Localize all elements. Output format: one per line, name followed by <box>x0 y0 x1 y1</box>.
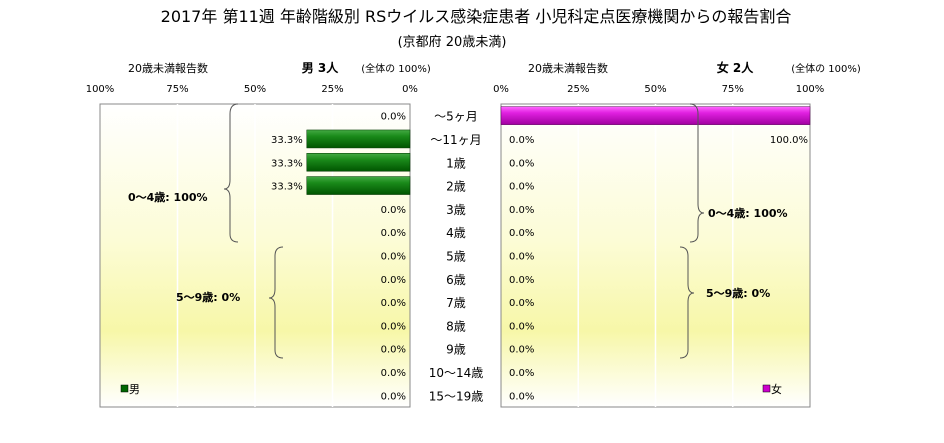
female-brace-0-4 <box>689 103 705 243</box>
male-value-label: 0.0% <box>381 298 406 309</box>
male-x-tick: 25% <box>321 84 343 95</box>
male-value-label: 0.0% <box>381 275 406 286</box>
female-value-label: 0.0% <box>509 135 534 146</box>
male-bar <box>306 176 411 195</box>
male-value-label: 0.0% <box>381 321 406 332</box>
age-category-label: ～11ヶ月 <box>430 133 481 147</box>
male-brace-5-9 <box>268 246 284 359</box>
male-value-label: 0.0% <box>381 112 406 123</box>
age-category-label: 6歳 <box>446 273 466 287</box>
male-value-labels: 0.0% 33.3% 33.3% 33.3% 0.0% 0.0% 0.0% 0.0% 0.0% 0… <box>271 112 406 403</box>
female-legend-label: 女 <box>771 382 782 396</box>
female-header-left: 20歳未満報告数 <box>528 62 608 75</box>
female-header-count: 女 2人 <box>717 60 755 75</box>
age-category-label: 8歳 <box>446 319 466 333</box>
female-bars <box>500 106 811 125</box>
male-bar <box>306 129 411 149</box>
male-x-tick: 75% <box>166 84 188 95</box>
male-legend-label: 男 <box>129 383 140 396</box>
female-x-tick: 25% <box>567 84 589 95</box>
male-brace-0-4 <box>223 103 239 243</box>
female-x-tick: 100% <box>796 84 825 95</box>
age-category-labels: ～5ヶ月 ～11ヶ月 1歳 2歳 3歳 4歳 5歳 6歳 7歳 8歳 9歳 10～14歳 15～19歳 <box>429 110 484 404</box>
male-value-label: 0.0% <box>381 368 406 379</box>
chart-title: 2017年 第11週 年齢階級別 RSウイルス感染症患者 小児科定点医療機関から… <box>161 7 792 26</box>
female-value-label: 0.0% <box>509 321 534 332</box>
male-x-tick-labels: 100% 75% 50% 25% 0% <box>86 84 418 95</box>
male-header-scale: (全体の 100%) <box>361 62 431 75</box>
female-x-tick: 75% <box>722 84 744 95</box>
male-group-label-0-4: 0～4歳: 100% <box>128 190 208 204</box>
age-category-label: 2歳 <box>446 180 466 194</box>
female-value-label: 0.0% <box>509 298 534 309</box>
male-x-tick: 100% <box>86 84 115 95</box>
female-legend-swatch <box>762 384 771 393</box>
female-value-label: 0.0% <box>509 228 534 239</box>
age-category-label: 3歳 <box>446 203 466 217</box>
male-value-label: 0.0% <box>381 228 406 239</box>
chart-subtitle: (京都府 20歳未満) <box>398 35 507 50</box>
male-value-label: 0.0% <box>381 205 406 216</box>
male-bar <box>306 153 411 172</box>
male-value-label: 33.3% <box>271 158 303 169</box>
female-value-label: 0.0% <box>509 158 534 169</box>
male-x-tick: 0% <box>402 84 418 95</box>
male-value-label: 0.0% <box>381 345 406 356</box>
age-category-label: ～5ヶ月 <box>434 110 478 124</box>
female-x-tick: 50% <box>644 84 666 95</box>
female-group-label-5-9: 5～9歳: 0% <box>706 286 770 300</box>
male-header-count: 男 3人 <box>302 60 340 75</box>
female-value-label: 100.0% <box>770 135 808 146</box>
age-category-label: 4歳 <box>446 226 466 240</box>
female-value-labels: 100.0% 0.0% 0.0% 0.0% 0.0% 0.0% 0.0% 0.0% 0.0% 0.… <box>509 135 808 402</box>
male-group-label-5-9: 5～9歳: 0% <box>176 290 240 304</box>
female-value-label: 0.0% <box>509 391 534 402</box>
female-value-label: 0.0% <box>509 182 534 193</box>
age-category-label: 7歳 <box>446 296 466 310</box>
female-x-tick-labels: 0% 25% 50% 75% 100% <box>493 84 824 95</box>
female-bar <box>500 106 811 125</box>
age-category-label: 15～19歳 <box>429 389 484 403</box>
female-value-label: 0.0% <box>509 251 534 262</box>
female-value-label: 0.0% <box>509 275 534 286</box>
female-x-tick: 0% <box>493 84 509 95</box>
age-category-label: 10～14歳 <box>429 366 484 380</box>
female-brace-5-9 <box>679 246 695 359</box>
male-legend-swatch <box>120 384 129 393</box>
male-x-tick: 50% <box>244 84 266 95</box>
female-group-label-0-4: 0～4歳: 100% <box>708 206 788 220</box>
age-category-label: 1歳 <box>446 156 466 170</box>
male-header-left: 20歳未満報告数 <box>128 62 208 75</box>
female-gridlines <box>577 104 734 407</box>
male-value-label: 33.3% <box>271 135 303 146</box>
male-value-label: 0.0% <box>381 391 406 402</box>
male-value-label: 0.0% <box>381 251 406 262</box>
male-value-label: 33.3% <box>271 182 303 193</box>
female-value-label: 0.0% <box>509 368 534 379</box>
age-category-label: 9歳 <box>446 343 466 357</box>
male-bars <box>306 129 411 195</box>
female-header-scale: (全体の 100%) <box>791 62 861 75</box>
female-value-label: 0.0% <box>509 205 534 216</box>
female-value-label: 0.0% <box>509 345 534 356</box>
age-category-label: 5歳 <box>446 249 466 263</box>
